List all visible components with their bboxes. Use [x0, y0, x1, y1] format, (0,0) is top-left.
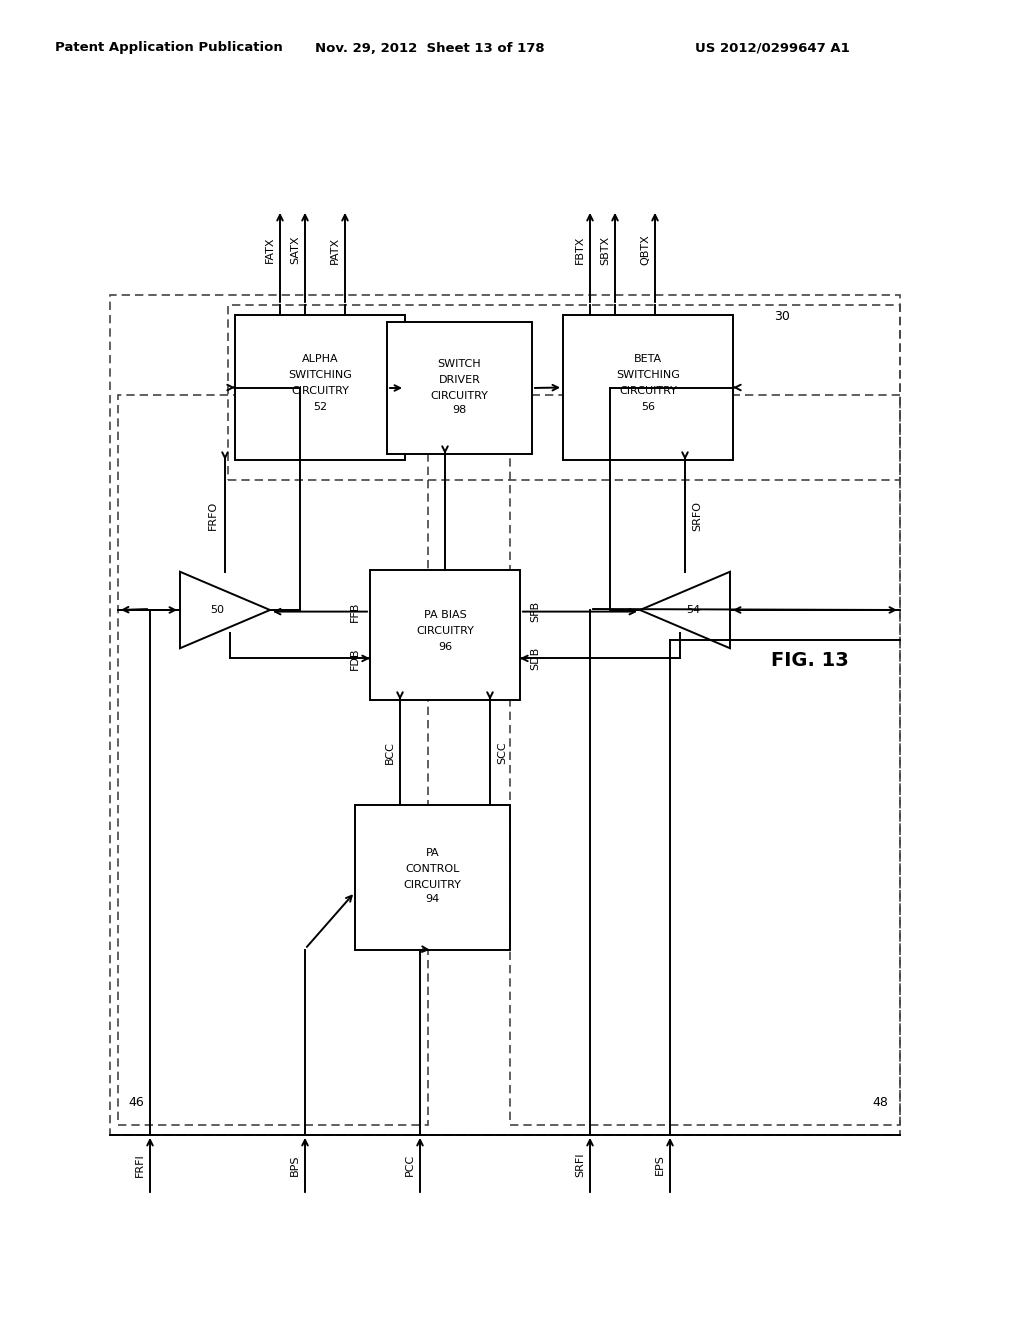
Text: PA BIAS: PA BIAS: [424, 610, 466, 620]
Text: ALPHA: ALPHA: [302, 355, 338, 364]
Text: DRIVER: DRIVER: [438, 375, 480, 385]
Text: ...: ...: [296, 244, 309, 256]
Text: CIRCUITRY: CIRCUITRY: [291, 387, 349, 396]
Text: FFB: FFB: [350, 602, 360, 622]
Text: SATX: SATX: [290, 236, 300, 264]
Text: CIRCUITRY: CIRCUITRY: [403, 880, 462, 891]
Text: BPS: BPS: [290, 1154, 300, 1176]
Text: FRFO: FRFO: [208, 502, 218, 531]
Text: SRFI: SRFI: [575, 1152, 585, 1177]
Bar: [563, 315, 733, 459]
Text: SRFO: SRFO: [692, 500, 702, 531]
Text: 98: 98: [453, 405, 467, 414]
Text: 46: 46: [128, 1097, 144, 1110]
Text: BETA: BETA: [634, 355, 663, 364]
Text: SWITCHING: SWITCHING: [288, 371, 352, 380]
Text: EPS: EPS: [655, 1155, 665, 1175]
Text: CIRCUITRY: CIRCUITRY: [416, 626, 474, 636]
Text: 50: 50: [210, 605, 224, 615]
Bar: [234, 315, 406, 459]
Text: SWITCH: SWITCH: [437, 359, 481, 370]
Text: CONTROL: CONTROL: [406, 865, 460, 874]
Text: FATX: FATX: [265, 236, 275, 263]
Text: 48: 48: [872, 1097, 888, 1110]
Text: Nov. 29, 2012  Sheet 13 of 178: Nov. 29, 2012 Sheet 13 of 178: [315, 41, 545, 54]
Text: SFB: SFB: [530, 601, 540, 622]
Text: SCC: SCC: [497, 742, 507, 764]
Text: PCC: PCC: [406, 1154, 415, 1176]
Text: 56: 56: [641, 403, 655, 412]
Text: BCC: BCC: [385, 741, 395, 764]
Text: 30: 30: [774, 310, 790, 323]
Text: FBTX: FBTX: [575, 236, 585, 264]
Text: 54: 54: [686, 605, 700, 615]
Bar: [118, 395, 428, 1125]
Bar: [510, 395, 900, 1125]
Text: 96: 96: [438, 642, 452, 652]
Bar: [387, 322, 532, 454]
Text: US 2012/0299647 A1: US 2012/0299647 A1: [695, 41, 850, 54]
Bar: [228, 305, 900, 480]
Text: CIRCUITRY: CIRCUITRY: [430, 391, 488, 401]
Text: SDB: SDB: [530, 647, 540, 671]
Text: FDB: FDB: [350, 647, 360, 669]
Text: FIG. 13: FIG. 13: [771, 651, 849, 669]
Text: Patent Application Publication: Patent Application Publication: [55, 41, 283, 54]
Text: PA: PA: [426, 849, 439, 858]
Bar: [370, 570, 520, 700]
Text: QBTX: QBTX: [640, 235, 650, 265]
Text: CIRCUITRY: CIRCUITRY: [620, 387, 677, 396]
Text: PATX: PATX: [330, 236, 340, 264]
Text: 94: 94: [425, 895, 439, 904]
Text: 52: 52: [313, 403, 327, 412]
Text: SBTX: SBTX: [600, 235, 610, 264]
Text: SWITCHING: SWITCHING: [616, 371, 680, 380]
Bar: [355, 805, 510, 950]
Text: ...: ...: [606, 244, 618, 256]
Bar: [110, 294, 900, 1135]
Text: FRFI: FRFI: [135, 1154, 145, 1177]
